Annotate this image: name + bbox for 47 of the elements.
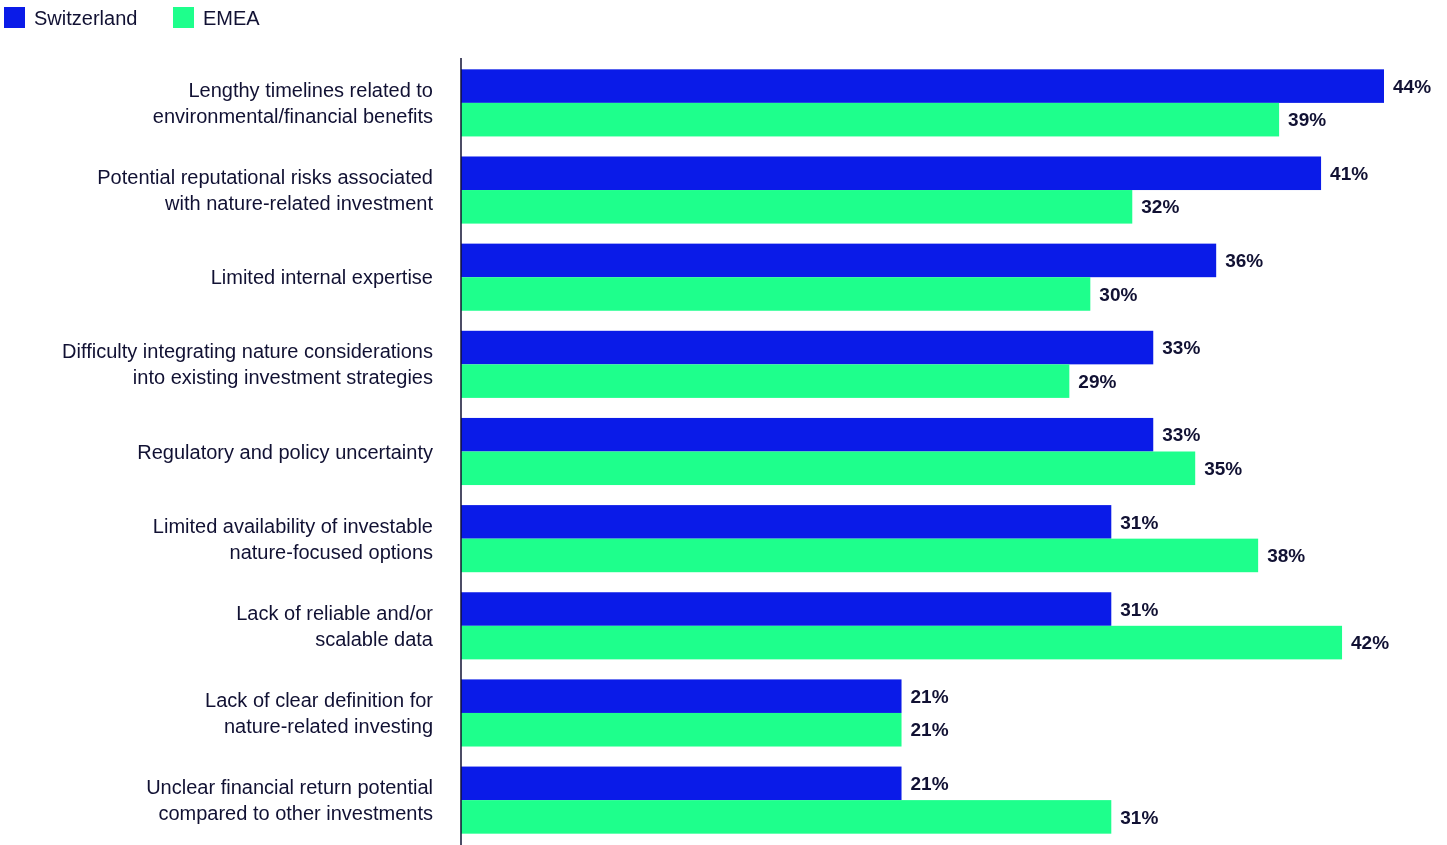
data-label: 21% xyxy=(910,772,949,794)
y-tick-label: Difficulty integrating nature considerations into existing investment strategies xyxy=(62,340,433,389)
bar xyxy=(461,190,1133,224)
data-label: 44% xyxy=(1393,75,1432,97)
bar xyxy=(461,102,1280,137)
y-tick-label: Lack of reliable and/or scalable data xyxy=(236,601,434,650)
bar xyxy=(461,364,1070,398)
y-tick-label: Limited availability of investable nature-focused options xyxy=(152,514,433,563)
data-label: 35% xyxy=(1204,457,1243,479)
data-label: 33% xyxy=(1162,337,1201,359)
data-label: 31% xyxy=(1120,511,1159,533)
data-label: 33% xyxy=(1162,424,1201,446)
data-label: 42% xyxy=(1351,632,1390,654)
y-tick-label: Limited internal expertise xyxy=(210,266,433,289)
bar xyxy=(461,69,1384,103)
bar xyxy=(461,712,902,747)
data-label: 32% xyxy=(1141,196,1180,218)
data-label: 41% xyxy=(1330,162,1369,184)
data-label: 29% xyxy=(1078,370,1117,392)
y-tick-label: Lack of clear definition for nature-related investing xyxy=(205,688,434,737)
data-label: 21% xyxy=(910,685,949,707)
bar xyxy=(461,330,1154,365)
bar xyxy=(461,679,902,713)
bar xyxy=(461,592,1112,626)
y-tick-label: Potential reputational risks associated with nature-related investment xyxy=(97,166,434,215)
y-tick-label: Lengthy timelines related to environmental/financial benefits xyxy=(152,78,433,127)
data-label: 31% xyxy=(1120,806,1159,828)
bar xyxy=(461,800,1112,834)
bar xyxy=(461,243,1217,278)
bar xyxy=(461,277,1091,311)
data-label: 30% xyxy=(1099,283,1138,305)
legend-label: EMEA xyxy=(203,7,261,29)
data-label: 38% xyxy=(1267,545,1306,567)
y-tick-label: Unclear financial return potential compared to other investments xyxy=(146,776,433,825)
data-label: 39% xyxy=(1288,109,1327,131)
bar xyxy=(461,417,1154,452)
bar xyxy=(461,505,1112,539)
bar xyxy=(461,538,1259,573)
bar xyxy=(461,156,1322,191)
bar xyxy=(461,451,1196,486)
data-label: 21% xyxy=(910,719,949,741)
bar xyxy=(461,625,1343,660)
data-label: 31% xyxy=(1120,598,1159,620)
y-tick-label: Regulatory and policy uncertainty xyxy=(137,440,433,463)
bar xyxy=(461,766,902,801)
data-label: 36% xyxy=(1225,250,1264,272)
legend-label: Switzerland xyxy=(34,7,138,29)
